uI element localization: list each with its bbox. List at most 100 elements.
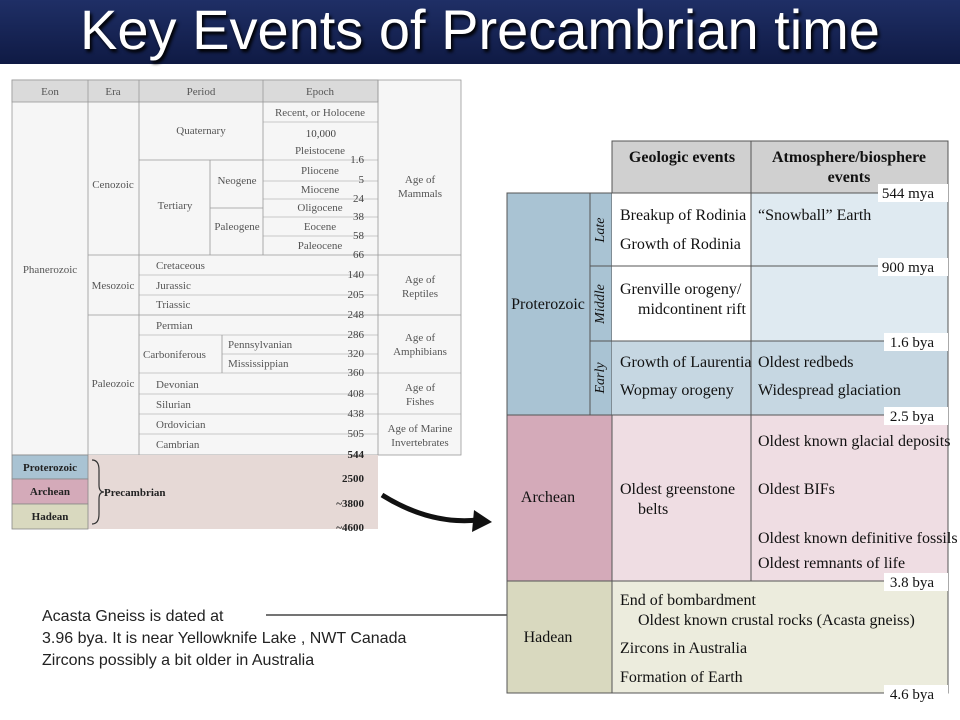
event-greenstone-line2: belts: [638, 501, 668, 518]
boundary-2-5-bya: 2.5 bya: [890, 409, 935, 425]
eon-phanerozoic: Phanerozoic: [23, 264, 77, 276]
header-era: Era: [105, 86, 120, 98]
boundary-140: 140: [348, 269, 365, 281]
header-atmosphere-line2: events: [828, 169, 871, 186]
boundary-205: 205: [348, 289, 365, 301]
period-pennsylvanian: Pennsylvanian: [228, 339, 293, 351]
eon-hadean: Hadean: [524, 629, 573, 646]
epoch-miocene: Miocene: [301, 184, 340, 196]
header-epoch: Epoch: [306, 86, 335, 98]
atmo-glacial-deposits: Oldest known glacial deposits: [758, 433, 950, 450]
header-eon: Eon: [41, 86, 59, 98]
slide-title: Key Events of Precambrian time: [80, 0, 880, 61]
boundary-38: 38: [353, 211, 365, 223]
atmo-remnants-of-life: Oldest remnants of life: [758, 555, 905, 572]
event-formation-earth: Formation of Earth: [620, 669, 743, 686]
period-ordovician: Ordovician: [156, 419, 206, 431]
age-mammals-line1: Age of: [405, 174, 436, 186]
left-eon-archean: Archean: [30, 486, 70, 498]
boundary-5: 5: [359, 174, 365, 186]
atmo-widespread-glaciation: Widespread glaciation: [758, 382, 901, 399]
period-cretaceous: Cretaceous: [156, 260, 205, 272]
epoch-holocene: Recent, or Holocene: [275, 107, 365, 119]
boundary-544: 544: [348, 449, 365, 461]
boundary-408: 408: [348, 388, 365, 400]
left-hadean-cell: [11, 503, 89, 530]
acasta-note-line3: Zircons possibly a bit older in Australi…: [42, 652, 315, 669]
boundary-360: 360: [348, 367, 365, 379]
curved-arrow: [380, 492, 479, 524]
proterozoic-eon-cell: [506, 192, 591, 416]
era-paleozoic: Paleozoic: [92, 378, 135, 390]
acasta-note-line1: Acasta Gneiss is dated at: [42, 608, 224, 625]
left-eon-hadean: Hadean: [32, 511, 69, 523]
period-devonian: Devonian: [156, 379, 199, 391]
left-archean-cell: [11, 478, 89, 505]
age-marine: Invertebrates: [391, 437, 448, 449]
boundary-10000: 10,000: [306, 128, 337, 140]
period-silurian: Silurian: [156, 399, 191, 411]
period-paleogene: Paleogene: [214, 221, 259, 233]
boundary-58: 58: [353, 230, 365, 242]
period-permian: Permian: [156, 320, 193, 332]
header-geologic-events: Geologic events: [629, 149, 735, 166]
age-marine-line1: Age of Marine: [388, 423, 453, 435]
epoch-pleistocene: Pleistocene: [295, 145, 345, 157]
age-reptiles: Reptiles: [402, 288, 438, 300]
boundary-3-8-bya: 3.8 bya: [890, 575, 935, 591]
event-grenville-line1: Grenville orogeny/: [620, 281, 742, 298]
event-acasta-gneiss: Oldest known crustal rocks (Acasta gneis…: [638, 612, 915, 629]
period-jurassic: Jurassic: [156, 280, 191, 292]
boundary-320: 320: [348, 348, 365, 360]
period-triassic: Triassic: [156, 299, 191, 311]
atmo-snowball-earth: “Snowball” Earth: [758, 207, 871, 224]
age-reptiles-line1: Age of: [405, 274, 436, 286]
age-amphibians: Amphibians: [393, 346, 447, 358]
hadean-eon-cell: [506, 580, 613, 694]
atmo-oldest-redbeds: Oldest redbeds: [758, 354, 854, 371]
event-growth-laurentia: Growth of Laurentia: [620, 354, 752, 371]
boundary-4600: ~4600: [336, 522, 364, 534]
boundary-3800: ~3800: [336, 498, 364, 510]
epoch-pliocene: Pliocene: [301, 165, 339, 177]
boundary-66: 66: [353, 249, 365, 261]
boundary-286: 286: [348, 329, 365, 341]
event-end-bombardment: End of bombardment: [620, 592, 757, 609]
eon-proterozoic: Proterozoic: [511, 296, 585, 313]
period-tertiary: Tertiary: [158, 200, 193, 212]
eon-archean: Archean: [521, 489, 575, 506]
boundary-24: 24: [353, 193, 365, 205]
subdivision-early: Early: [593, 362, 608, 395]
period-mississippian: Mississippian: [228, 358, 289, 370]
early-proterozoic-band: [612, 341, 948, 415]
header-period: Period: [187, 86, 216, 98]
period-cambrian: Cambrian: [156, 439, 200, 451]
left-proterozoic-cell: [11, 454, 89, 480]
period-neogene: Neogene: [217, 175, 256, 187]
boundary-900-mya: 900 mya: [882, 260, 934, 276]
atmo-oldest-bifs: Oldest BIFs: [758, 481, 835, 498]
boundary-1-6-bya: 1.6 bya: [890, 335, 935, 351]
age-mammals: Mammals: [398, 188, 442, 200]
event-greenstone-line1: Oldest greenstone: [620, 481, 735, 498]
age-amphibians-line1: Age of: [405, 332, 436, 344]
boundary-1-6: 1.6: [350, 154, 364, 166]
left-precambrian-label: Precambrian: [104, 487, 166, 499]
boundary-248: 248: [348, 309, 365, 321]
precambrian-brace: [91, 459, 105, 525]
event-zircons-australia: Zircons in Australia: [620, 640, 747, 657]
event-wopmay-orogeny: Wopmay orogeny: [620, 382, 734, 399]
boundary-4-6-bya: 4.6 bya: [890, 687, 935, 703]
header-atmosphere-line1: Atmosphere/biosphere: [772, 149, 926, 166]
boundary-505: 505: [348, 428, 365, 440]
epoch-eocene: Eocene: [304, 221, 336, 233]
late-middle-events-bg: [612, 193, 751, 341]
event-growth-rodinia: Growth of Rodinia: [620, 236, 741, 253]
acasta-note-line2: 3.96 bya. It is near Yellowknife Lake , …: [42, 630, 407, 647]
period-quaternary: Quaternary: [176, 125, 226, 137]
event-grenville-line2: midcontinent rift: [638, 301, 747, 318]
era-cenozoic: Cenozoic: [92, 179, 134, 191]
event-breakup-rodinia: Breakup of Rodinia: [620, 207, 746, 224]
curved-arrow-head: [472, 510, 492, 532]
